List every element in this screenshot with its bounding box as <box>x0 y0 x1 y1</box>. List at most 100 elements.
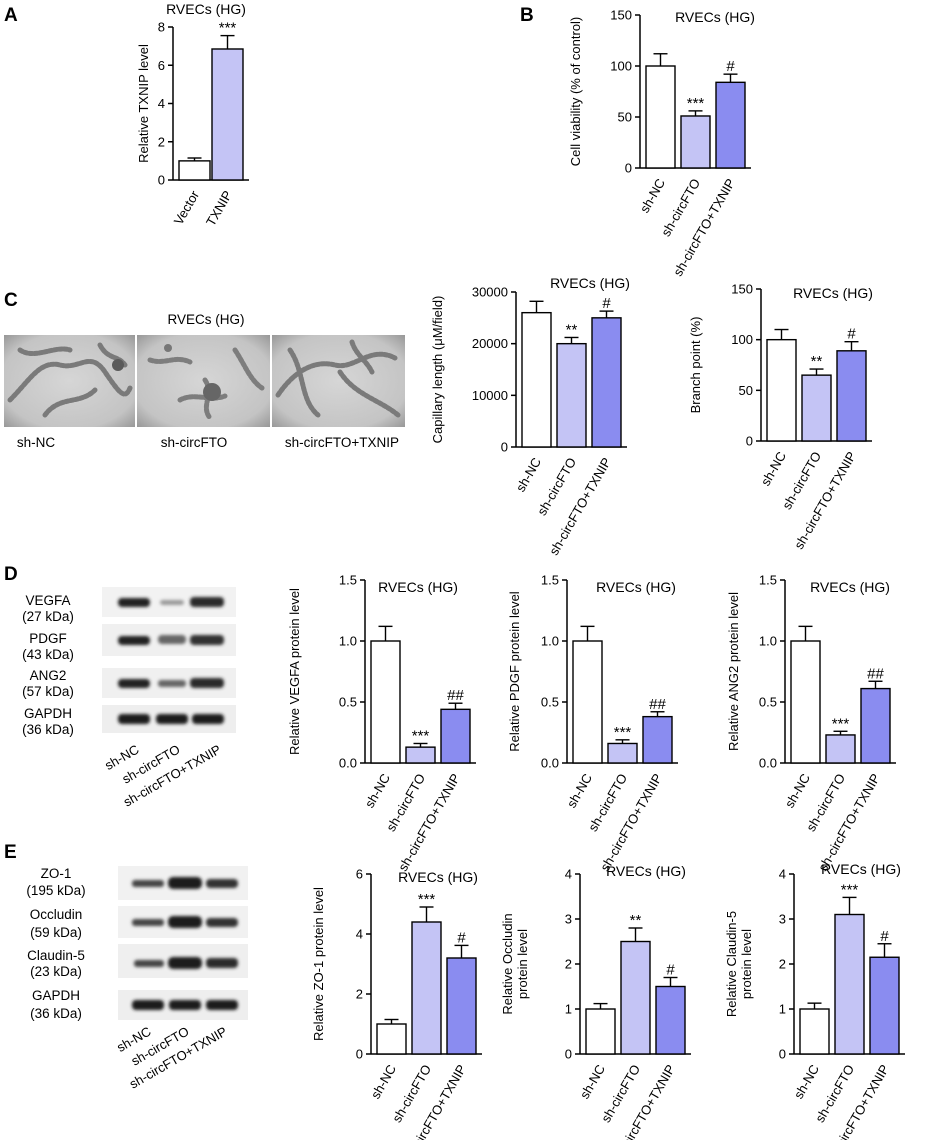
chart-c2-ytick-label: 50 <box>739 383 753 398</box>
panel-label-d: D <box>4 564 18 585</box>
chart-e2-title: RVECs (HG) <box>606 863 686 879</box>
chart-d1-sig-1: *** <box>412 727 430 744</box>
chart-c2-category-0: sh-NC <box>758 449 789 488</box>
chart-d2-sig-1: *** <box>614 724 632 741</box>
blot-d-mw-0: (27 kDa) <box>22 609 74 624</box>
chart-e3-sig-2: # <box>880 928 889 945</box>
chart-d2-ytick-label: 1.0 <box>541 634 559 649</box>
chart-a-ytick-label: 8 <box>158 20 165 35</box>
chart-d1-ytick-label: 1.5 <box>339 573 357 588</box>
chart-b-sig-2: # <box>726 58 735 75</box>
blot-e-mw-1: (59 kDa) <box>30 925 82 940</box>
chart-a-ytick-label: 0 <box>158 173 165 188</box>
chart-e3-bar-2 <box>869 956 900 1055</box>
chart-d2: RVECs (HG) 0.0 0.5 1.0 1.5 Relative PDGF prot… <box>507 573 678 874</box>
chart-e3-ytick-label: 1 <box>779 1002 786 1017</box>
chart-c1-sig-1: ** <box>566 321 578 338</box>
chart-d3-category-0: sh-NC <box>782 771 813 810</box>
chart-e2-ytick-label: 0 <box>565 1047 572 1062</box>
chart-b-ytick-label: 100 <box>610 59 632 74</box>
microscopy-image-sh-nc <box>4 335 135 427</box>
chart-e3-bar-0 <box>799 1008 830 1055</box>
chart-d2-bar-1 <box>607 742 638 764</box>
chart-b-ytick-label: 0 <box>625 161 632 176</box>
chart-d3-ytick-label: 0.0 <box>759 756 777 771</box>
chart-e2-ytick-label: 4 <box>565 867 572 882</box>
chart-c2: RVECs (HG) 0 50 100 150 Branch point (%) sh-NC… <box>688 282 873 552</box>
chart-e2-ytick-label: 2 <box>565 957 572 972</box>
chart-d1-ytick-label: 1.0 <box>339 634 357 649</box>
chart-e1-sig-2: # <box>457 929 466 946</box>
chart-e2-ylabel: Relative Occludin <box>500 913 515 1014</box>
chart-c1-ytick-label: 30000 <box>472 285 508 300</box>
chart-a-category-0: Vector <box>171 187 203 227</box>
chart-d3-ylabel: Relative ANG2 protein level <box>726 592 741 751</box>
chart-b-category-0: sh-NC <box>637 176 668 215</box>
panel-label-e: E <box>4 842 17 863</box>
chart-e2-ylabel: protein level <box>515 929 530 999</box>
chart-b-sig-1: *** <box>687 95 705 112</box>
chart-e2-sig-2: # <box>666 962 675 979</box>
chart-d1-bar-2 <box>440 708 471 764</box>
chart-e2-bar-2 <box>655 985 686 1055</box>
chart-a-title: RVECs (HG) <box>166 1 246 17</box>
chart-d1-ytick-label: 0.0 <box>339 756 357 771</box>
chart-c2-ytick-label: 150 <box>731 282 753 297</box>
chart-c1-sig-2: # <box>602 295 611 312</box>
chart-d2-ytick-label: 1.5 <box>541 573 559 588</box>
blot-d-label-1: PDGF <box>29 631 67 646</box>
chart-c1-title: RVECs (HG) <box>550 275 630 291</box>
chart-b-ylabel: Cell viability (% of control) <box>568 17 583 167</box>
chart-e1-title: RVECs (HG) <box>398 869 478 885</box>
chart-e3-ytick-label: 3 <box>779 912 786 927</box>
blot-d-label-2: ANG2 <box>30 668 67 683</box>
chart-b-bar-0 <box>645 65 676 169</box>
chart-d2-ylabel: Relative PDGF protein level <box>507 591 522 752</box>
chart-c2-ylabel: Branch point (%) <box>688 317 703 414</box>
chart-d3-bar-2 <box>860 687 891 764</box>
chart-e1-ytick-label: 4 <box>356 927 363 942</box>
chart-e1-ytick-label: 6 <box>356 867 363 882</box>
chart-b-title: RVECs (HG) <box>675 9 755 25</box>
chart-d2-sig-2: ## <box>649 696 666 713</box>
blot-d-label-3: GAPDH <box>24 706 72 721</box>
chart-a-category-1: TXNIP <box>203 188 235 229</box>
chart-e3-title: RVECs (HG) <box>821 861 901 877</box>
chart-e3: RVECs (HG) 0 1 2 3 4 Relative Claudin-5 protein… <box>724 861 905 1140</box>
microscopy-image-sh-circfto-txnip <box>272 335 405 427</box>
chart-d1-title: RVECs (HG) <box>378 579 458 595</box>
chart-c1-bar-0 <box>521 311 552 448</box>
microscopy-title: RVECs (HG) <box>167 312 244 327</box>
chart-a-sig-1: *** <box>219 20 237 37</box>
chart-c2-ytick-label: 100 <box>731 332 753 347</box>
chart-d3: RVECs (HG) 0.0 0.5 1.0 1.5 Relative ANG2 prot… <box>726 573 896 874</box>
chart-c2-ytick-label: 0 <box>746 434 753 449</box>
chart-c2-bar-2 <box>836 350 867 442</box>
chart-d2-ytick-label: 0.0 <box>541 756 559 771</box>
chart-c1-ylabel: Capillary length (μM/field) <box>430 296 445 444</box>
chart-e2-category-0: sh-NC <box>577 1062 608 1101</box>
chart-c2-sig-2: # <box>847 326 856 343</box>
chart-a-bar-0 <box>178 160 211 181</box>
chart-e2-bar-1 <box>620 940 651 1055</box>
chart-d1-bar-0 <box>370 640 401 764</box>
blot-e-label-1: Occludin <box>30 907 83 922</box>
western-blot-d: VEGFA (27 kDa) PDGF (43 kDa) ANG2 (57 kD… <box>22 587 236 810</box>
blot-e-mw-2: (23 kDa) <box>30 964 82 979</box>
chart-d1-ylabel: Relative VEGFA protein level <box>287 588 302 755</box>
chart-e3-ytick-label: 4 <box>779 867 786 882</box>
chart-c1-bar-1 <box>556 342 587 448</box>
chart-b: RVECs (HG) 0 50 100 150 Cell viability (% of … <box>568 8 755 279</box>
chart-e1: RVECs (HG) 0 2 4 6 Relative ZO-1 protein leve… <box>311 867 482 1140</box>
chart-b-bar-1 <box>680 115 711 169</box>
microscopy-caption-sh-nc: sh-NC <box>17 435 56 450</box>
chart-e3-sig-1: *** <box>841 881 859 898</box>
chart-c2-title: RVECs (HG) <box>793 285 873 301</box>
chart-a-ytick-label: 4 <box>158 96 165 111</box>
chart-d3-title: RVECs (HG) <box>810 579 890 595</box>
chart-a-bar-1 <box>211 48 244 181</box>
panel-label-b: B <box>520 5 534 26</box>
chart-d1-bar-1 <box>405 746 436 764</box>
blot-e-label-2: Claudin-5 <box>27 948 85 963</box>
